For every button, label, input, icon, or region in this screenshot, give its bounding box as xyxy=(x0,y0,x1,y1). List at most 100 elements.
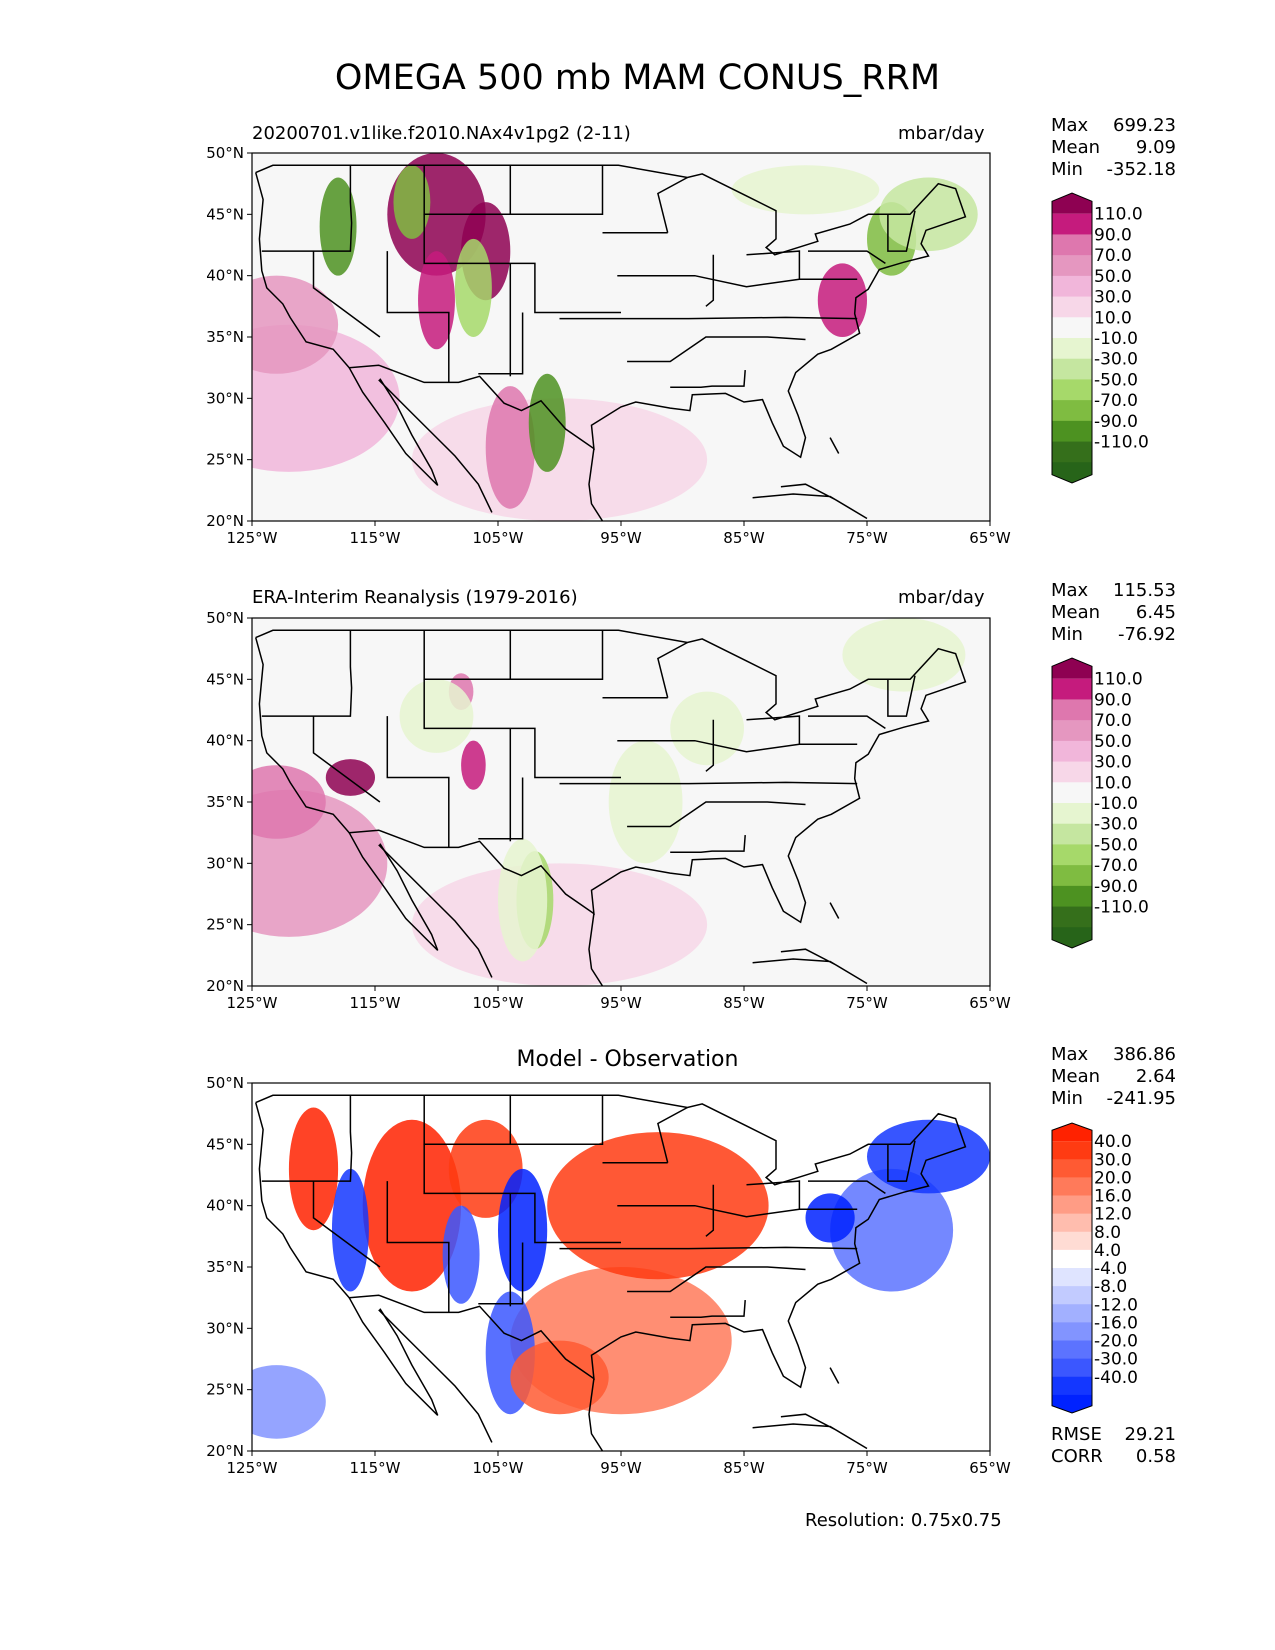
colorbar-segment xyxy=(1052,699,1092,721)
boundary-line xyxy=(510,165,604,216)
x-tick-label: 65°W xyxy=(969,529,1011,547)
stat-max: 699.23 xyxy=(1113,115,1176,136)
boundary-line xyxy=(423,679,621,779)
colorbar-segment xyxy=(1052,338,1092,360)
colorbar-extend-bottom xyxy=(1052,462,1092,483)
colorbar-label: 10.0 xyxy=(1094,773,1132,793)
field-contour xyxy=(516,851,554,950)
panel2-left-title: ERA-Interim Reanalysis (1979-2016) xyxy=(252,587,578,608)
colorbar-label: -50.0 xyxy=(1094,835,1138,855)
boundary-line xyxy=(423,165,512,216)
x-tick-label: 85°W xyxy=(723,994,765,1012)
panel3-center-title: Model - Observation xyxy=(516,1047,739,1072)
main-title: OMEGA 500 mb MAM CONUS_RRM xyxy=(334,58,941,98)
boundary-line xyxy=(752,483,868,520)
boundary-line xyxy=(312,716,381,803)
boundary-line xyxy=(261,165,353,252)
field-contour xyxy=(411,863,708,986)
boundary-line xyxy=(478,312,524,375)
boundary-line xyxy=(378,1309,493,1443)
field-contour xyxy=(867,1119,990,1194)
y-tick-label: 50°N xyxy=(206,609,244,627)
field-contour xyxy=(288,1107,339,1231)
stat-mean-label: Mean xyxy=(1051,602,1101,623)
boundary-line xyxy=(559,781,858,785)
boundary-line xyxy=(627,336,806,363)
boundary-line xyxy=(670,370,746,389)
colorbar-label: -10.0 xyxy=(1094,329,1138,349)
colorbar-label: -20.0 xyxy=(1094,1332,1138,1352)
colorbar-segment xyxy=(1052,1304,1092,1323)
colorbar-segment xyxy=(1052,678,1092,700)
colorbar-segment xyxy=(1052,1159,1092,1178)
x-tick-label: 125°W xyxy=(227,1459,278,1477)
x-tick-label: 105°W xyxy=(473,994,524,1012)
boundary-line xyxy=(510,630,604,681)
colorbar-label: 4.0 xyxy=(1094,1241,1121,1261)
y-tick-label: 25°N xyxy=(206,451,244,469)
field-contour xyxy=(805,1193,855,1243)
boundary-line xyxy=(348,367,439,486)
boundary-line xyxy=(829,437,840,454)
stat-corr: 0.58 xyxy=(1135,1446,1176,1467)
boundary-line xyxy=(670,1300,746,1319)
field-contour xyxy=(879,177,978,252)
field-layer xyxy=(252,618,967,986)
stat-min: -241.95 xyxy=(1106,1088,1176,1109)
boundary-line xyxy=(705,719,715,772)
field-contour xyxy=(319,177,357,276)
boundary-line xyxy=(378,379,493,513)
boundary-line xyxy=(627,1266,806,1293)
y-tick-label: 20°N xyxy=(206,512,244,530)
y-tick-label: 50°N xyxy=(206,144,244,162)
x-tick-label: 85°W xyxy=(723,1459,765,1477)
colorbar-segment xyxy=(1052,400,1092,422)
y-tick-label: 40°N xyxy=(206,1197,244,1215)
colorbar-segment xyxy=(1052,296,1092,318)
field-contour xyxy=(448,673,474,710)
field-layer xyxy=(252,153,978,521)
field-contour xyxy=(252,275,339,374)
colorbar-label: -90.0 xyxy=(1094,412,1138,432)
colorbar-label: -70.0 xyxy=(1094,856,1138,876)
panel2-stats: Max 115.53 Mean 6.45 Min -76.92 xyxy=(1051,580,1176,646)
stat-max-label: Max xyxy=(1051,580,1089,601)
stat-mean: 9.09 xyxy=(1135,137,1176,158)
boundary-line xyxy=(423,630,512,681)
colorbar-label: -16.0 xyxy=(1094,1313,1138,1333)
colorbar-segment xyxy=(1052,358,1092,380)
field-contour xyxy=(485,386,535,509)
boundary-line xyxy=(746,1180,801,1210)
boundary-line xyxy=(657,641,688,698)
stat-mean: 2.64 xyxy=(1135,1066,1176,1087)
colorbar-segment xyxy=(1052,1340,1092,1360)
x-tick-label: 65°W xyxy=(969,1459,1011,1477)
field-contour xyxy=(252,1365,326,1439)
colorbar-label: -70.0 xyxy=(1094,391,1138,411)
map-background xyxy=(252,618,990,986)
map-background xyxy=(252,1083,990,1451)
field-contour xyxy=(485,1291,535,1415)
stat-mean: 6.45 xyxy=(1135,602,1176,623)
panel1-units: mbar/day xyxy=(898,123,985,144)
boundary-line xyxy=(510,1095,604,1146)
colorbar-segment xyxy=(1052,865,1092,887)
colorbar-label: 30.0 xyxy=(1094,288,1132,308)
field-contour xyxy=(331,1168,369,1292)
x-tick-label: 105°W xyxy=(473,529,524,547)
boundary-line xyxy=(808,250,886,265)
stat-min: -76.92 xyxy=(1117,624,1176,645)
y-tick-label: 30°N xyxy=(206,854,244,872)
boundary-line xyxy=(312,251,381,338)
colorbar-label: 40.0 xyxy=(1094,1132,1132,1152)
colorbar-label: 12.0 xyxy=(1094,1205,1132,1225)
stat-max-label: Max xyxy=(1051,115,1089,136)
colorbar-segment xyxy=(1052,441,1092,463)
x-tick-label: 75°W xyxy=(846,1459,888,1477)
panel3-error-stats: RMSE 29.21 CORR 0.58 xyxy=(1051,1424,1176,1468)
boundary-line xyxy=(348,1297,439,1416)
resolution-label: Resolution: 0.75x0.75 xyxy=(805,1510,1002,1531)
stat-rmse: 29.21 xyxy=(1124,1424,1176,1445)
field-contour xyxy=(510,1340,609,1415)
